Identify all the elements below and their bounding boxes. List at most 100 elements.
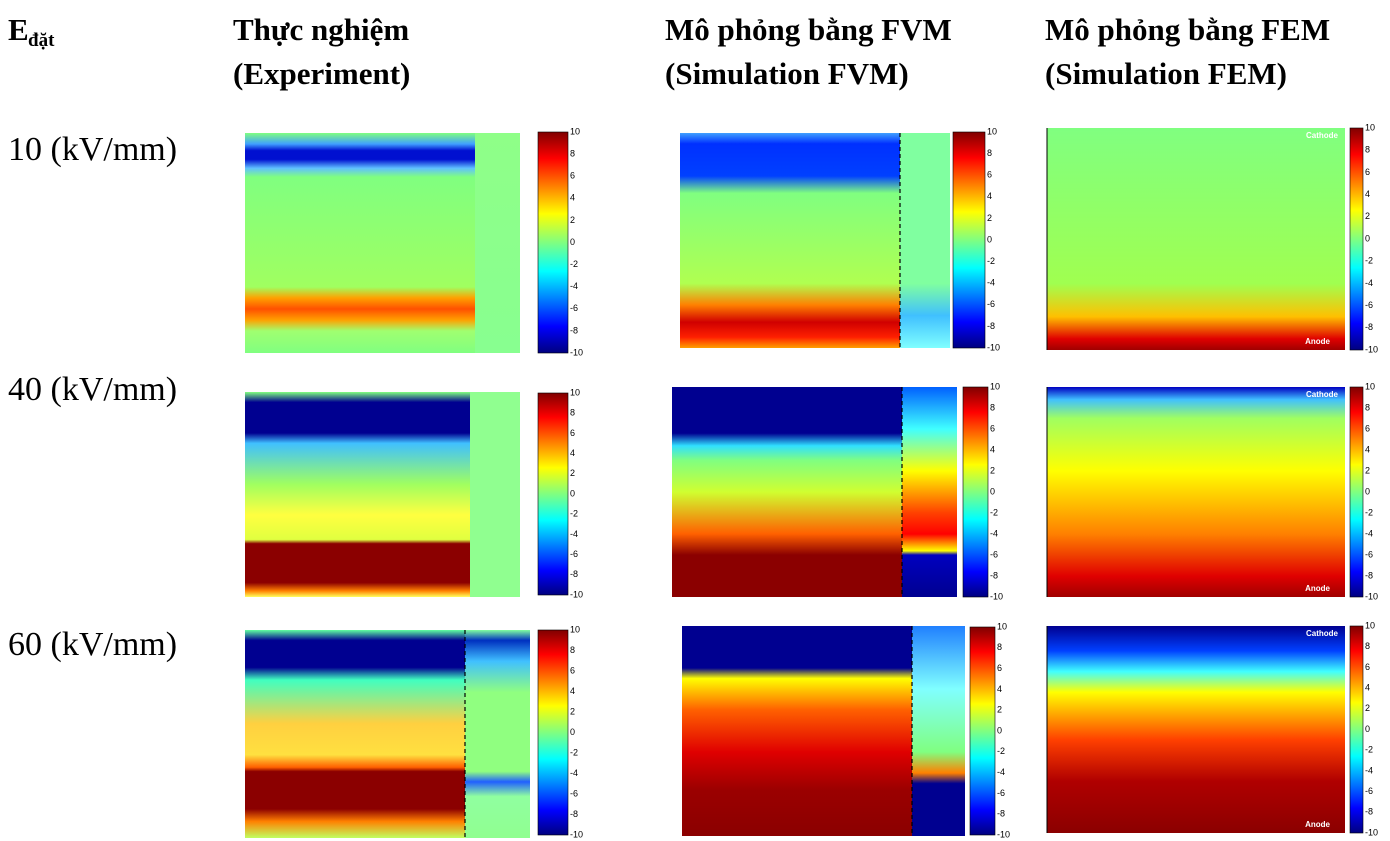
- colorbar-tick-label: 6: [1365, 662, 1370, 672]
- colorbar-tick-label: 10: [990, 381, 1000, 391]
- colorbar-tick-label: -6: [570, 549, 578, 559]
- colorbar-tick-label: 0: [997, 725, 1002, 735]
- field-subscript: đặt: [28, 30, 55, 51]
- colorbar-tick-label: -2: [997, 746, 1005, 756]
- colorbar-tick-label: 8: [1365, 402, 1370, 412]
- colorbar-tick-label: -8: [997, 809, 1005, 819]
- colorbar-tick-label: -8: [987, 321, 995, 331]
- colorbar-tick-label: -8: [570, 809, 578, 819]
- colorbar-tick-label: 4: [570, 448, 575, 458]
- colorbar-tick-label: 10: [570, 387, 580, 397]
- row-label: 10 (kV/mm): [8, 131, 177, 168]
- colorbar-tick-label: 4: [1365, 444, 1370, 454]
- colorbar-tick-label: 0: [987, 234, 992, 244]
- colorbar-tick-label: -8: [570, 325, 578, 335]
- colorbar-tick-label: 0: [1365, 233, 1370, 243]
- colorbar-tick-label: 8: [987, 148, 992, 158]
- column-title: Mô phỏng bằng FEM: [1045, 12, 1330, 47]
- colorbar-tick-label: 4: [990, 444, 995, 454]
- colorbar-tick-label: 2: [570, 468, 575, 478]
- colorbar-tick-label: -8: [1365, 570, 1373, 580]
- electrode-label: Cathode: [1306, 131, 1339, 140]
- heatmap: [902, 387, 957, 597]
- colorbar-tick-label: -2: [570, 509, 578, 519]
- colorbar-tick-label: -4: [1365, 278, 1373, 288]
- colorbar-tick-label: 6: [1365, 167, 1370, 177]
- colorbar-tick-label: -10: [570, 589, 583, 599]
- colorbar-tick-label: -8: [1365, 807, 1373, 817]
- colorbar-tick-label: -6: [987, 299, 995, 309]
- colorbar-tick-label: 4: [997, 684, 1002, 694]
- colorbar: [1349, 386, 1364, 598]
- colorbar-tick-label: 2: [570, 706, 575, 716]
- colorbar-tick-label: 10: [1365, 122, 1375, 132]
- colorbar-tick-label: -10: [1365, 344, 1378, 354]
- colorbar-tick-label: 6: [997, 663, 1002, 673]
- colorbar-tick-label: -4: [570, 529, 578, 539]
- colorbar-tick-label: 0: [1365, 724, 1370, 734]
- colorbar-tick-label: 10: [987, 126, 997, 136]
- colorbar-tick-label: -4: [1365, 765, 1373, 775]
- colorbar-tick-label: 2: [997, 705, 1002, 715]
- colorbar-tick-label: 8: [570, 408, 575, 418]
- colorbar-tick-label: 0: [1365, 486, 1370, 496]
- column-title: Thực nghiệm: [233, 12, 409, 47]
- colorbar-tick-label: -2: [1365, 256, 1373, 266]
- electrode-label: Anode: [1305, 337, 1330, 346]
- heatmap: [1047, 387, 1345, 597]
- colorbar-tick-label: -2: [570, 259, 578, 269]
- colorbar: [952, 131, 986, 349]
- colorbar-tick-label: -4: [990, 528, 998, 538]
- heatmap: [245, 392, 470, 597]
- colorbar-tick-label: 4: [570, 193, 575, 203]
- electrode-label: Cathode: [1306, 629, 1339, 638]
- heatmap: [682, 626, 912, 836]
- colorbar-tick-label: 0: [990, 486, 995, 496]
- colorbar-tick-label: -4: [997, 767, 1005, 777]
- colorbar-tick-label: 10: [997, 621, 1007, 631]
- column-title: Mô phỏng bằng FVM: [665, 12, 952, 47]
- colorbar-tick-label: -8: [570, 569, 578, 579]
- electrode-label: Cathode: [1306, 390, 1339, 399]
- heatmap: [672, 387, 902, 597]
- colorbar: [537, 629, 569, 836]
- colorbar-tick-label: 10: [570, 126, 580, 136]
- colorbar-tick-label: -10: [1365, 591, 1378, 601]
- electrode-label: Anode: [1305, 584, 1330, 593]
- colorbar-tick-label: -10: [997, 829, 1010, 839]
- colorbar-tick-label: 6: [570, 428, 575, 438]
- colorbar-tick-label: -2: [1365, 745, 1373, 755]
- row-label: 40 (kV/mm): [8, 371, 177, 408]
- colorbar-tick-label: 2: [1365, 211, 1370, 221]
- colorbar-tick-label: -2: [990, 507, 998, 517]
- colorbar: [537, 131, 569, 354]
- colorbar-tick-label: 10: [1365, 381, 1375, 391]
- colorbar-tick-label: -4: [987, 278, 995, 288]
- colorbar-tick-label: 0: [570, 237, 575, 247]
- colorbar-tick-label: -6: [570, 303, 578, 313]
- row-label: 60 (kV/mm): [8, 626, 177, 663]
- colorbar-tick-label: -10: [570, 829, 583, 839]
- colorbar-tick-label: 4: [1365, 682, 1370, 692]
- colorbar-tick-label: 8: [570, 645, 575, 655]
- column-subtitle: (Simulation FVM): [665, 56, 909, 91]
- heatmap: [1047, 626, 1345, 833]
- colorbar-tick-label: 4: [570, 686, 575, 696]
- colorbar: [969, 626, 996, 836]
- column-subtitle: (Simulation FEM): [1045, 56, 1287, 91]
- colorbar-tick-label: 6: [570, 171, 575, 181]
- colorbar-tick-label: 10: [570, 624, 580, 634]
- colorbar-tick-label: -6: [570, 788, 578, 798]
- colorbar-tick-label: -6: [1365, 786, 1373, 796]
- heatmap: [1047, 128, 1345, 350]
- colorbar-tick-label: -4: [570, 768, 578, 778]
- colorbar-tick-label: 2: [1365, 703, 1370, 713]
- colorbar-tick-label: 8: [990, 402, 995, 412]
- colorbar-tick-label: -6: [1365, 300, 1373, 310]
- heatmap: [900, 133, 950, 348]
- colorbar-tick-label: -4: [1365, 528, 1373, 538]
- colorbar-tick-label: -6: [997, 788, 1005, 798]
- colorbar: [1349, 625, 1364, 834]
- colorbar-tick-label: 2: [1365, 465, 1370, 475]
